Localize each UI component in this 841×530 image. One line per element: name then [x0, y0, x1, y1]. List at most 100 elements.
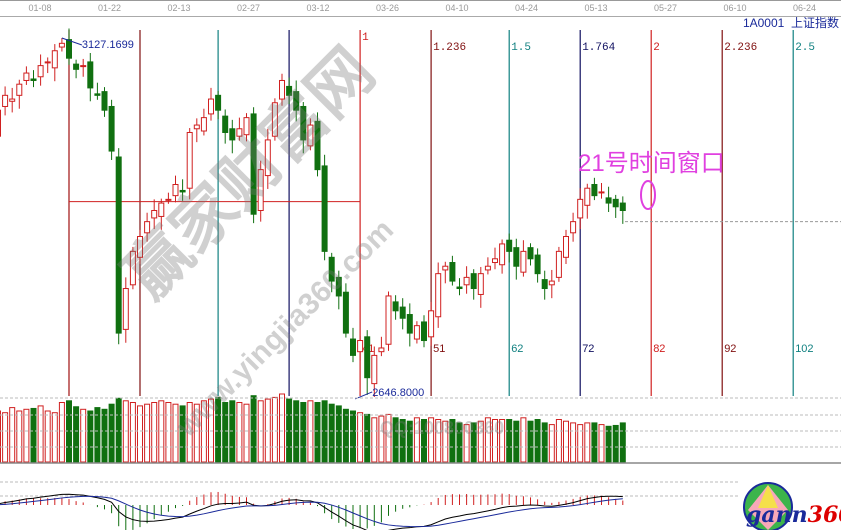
candle-body: [87, 61, 94, 89]
volume-bar: [101, 408, 108, 463]
candle-body: [619, 202, 626, 212]
candle-body: [222, 115, 229, 133]
volume-bar: [236, 402, 243, 463]
candle-body: [527, 247, 534, 260]
candle-body: [463, 276, 470, 286]
candle-body: [449, 262, 456, 282]
volume-bar: [108, 403, 115, 463]
volume-bar: [619, 422, 626, 463]
volume-bar: [250, 395, 257, 463]
volume-bar: [80, 408, 87, 463]
candle-body: [612, 198, 619, 208]
date-tick-label: 02-13: [167, 3, 191, 13]
watermark-qq: QQ:100800360: [380, 418, 505, 438]
volume-bar: [350, 410, 356, 463]
volume-bar: [115, 397, 122, 463]
candle-body: [66, 39, 72, 59]
candle-body: [584, 187, 591, 206]
volume-bar: [44, 410, 51, 463]
candle-body: [413, 325, 420, 340]
candle-body: [243, 117, 250, 136]
volume-bar: [385, 413, 392, 463]
logo-number: 360: [807, 502, 841, 528]
volume-bar: [0, 410, 1, 463]
time-window-ellipse: [640, 180, 656, 210]
volume-bar: [477, 420, 484, 463]
volume-bar: [506, 419, 513, 463]
date-tick-label: 05-13: [584, 3, 608, 13]
volume-bar: [484, 417, 491, 463]
fib-ratio-label: 2.5: [795, 42, 815, 54]
candle-body: [335, 276, 342, 297]
volume-bar: [513, 420, 520, 463]
chart-title: 1A0001 上证指数: [743, 14, 839, 31]
candle-body: [570, 221, 577, 234]
volume-bar: [463, 424, 470, 463]
volume-bar: [279, 393, 285, 463]
candle-body: [342, 291, 349, 334]
candle-body: [477, 273, 484, 295]
volume-bar: [421, 419, 427, 463]
candle-body: [158, 202, 165, 217]
macd-dif-line: [0, 493, 623, 530]
high-price-label: 3127.1699: [82, 39, 134, 51]
candle-body: [499, 243, 506, 266]
candle-body: [534, 254, 541, 275]
candle-body: [300, 105, 307, 141]
high-pointer: [61, 37, 83, 46]
candle-body: [208, 98, 214, 115]
volume-bar: [605, 425, 612, 463]
volume-bar: [222, 402, 229, 463]
bar-count-label: 92: [724, 343, 736, 355]
candle-body: [137, 236, 143, 258]
candle-body: [406, 314, 413, 334]
candle-body: [548, 280, 555, 286]
date-tick-label: 06-10: [723, 3, 747, 13]
candle-body: [392, 301, 399, 312]
bar-count-label: 102: [795, 343, 813, 355]
candle-body: [44, 61, 51, 64]
volume-bar: [129, 402, 136, 463]
low-pointer: [355, 391, 373, 400]
candle-body: [271, 102, 278, 137]
candle-body: [23, 72, 30, 81]
volume-bar: [413, 417, 420, 463]
candle-body: [484, 265, 491, 271]
symbol-code: 1A0001: [742, 16, 785, 30]
volume-bar: [165, 402, 172, 463]
candle-body: [193, 124, 200, 130]
candle-body: [350, 338, 356, 356]
date-tick-label: 04-10: [445, 3, 469, 13]
volume-bar: [591, 422, 598, 463]
volume-bar: [300, 402, 307, 463]
volume-bar: [563, 420, 569, 463]
candle-body: [9, 98, 16, 102]
candle-body: [73, 63, 80, 70]
candle-body: [257, 169, 264, 212]
volume-bar: [328, 403, 335, 463]
candle-body: [215, 94, 222, 111]
volume-bar: [357, 412, 364, 463]
volume-bar: [51, 412, 58, 463]
candle-body: [314, 120, 321, 171]
logo-word: gann: [746, 502, 808, 528]
candle-body: [605, 197, 612, 204]
volume-bar: [548, 424, 555, 463]
candle-body: [236, 128, 243, 137]
candle-body: [520, 250, 527, 273]
volume-bar: [612, 424, 619, 463]
candle-body: [435, 273, 442, 318]
candle-body: [2, 94, 9, 107]
candle-body: [94, 93, 101, 96]
candle-body: [122, 288, 129, 330]
candle-body: [357, 340, 364, 353]
volume-bar: [520, 417, 527, 463]
candle-body: [200, 117, 207, 132]
volume-bar: [94, 407, 101, 463]
volume-bar: [492, 419, 498, 463]
candle-body: [321, 165, 328, 252]
candle-body: [250, 113, 257, 215]
candle-body: [506, 239, 513, 252]
volume-bar: [2, 412, 9, 463]
